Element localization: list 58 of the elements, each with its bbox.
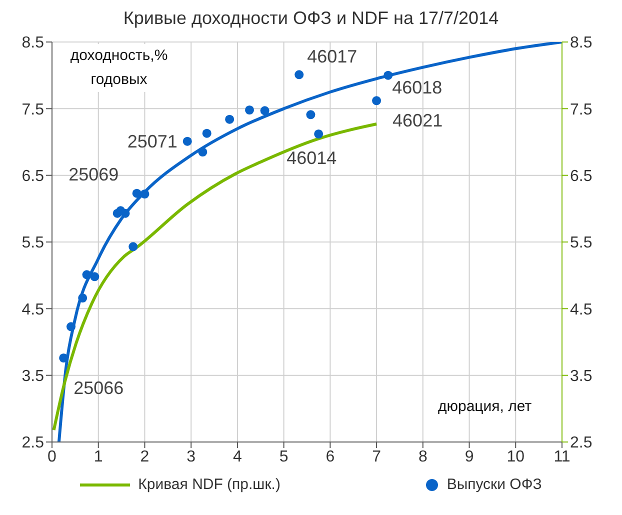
y2-tick-label: 2.5 (570, 434, 592, 452)
legend-label: Кривая NDF (пр.шк.) (138, 476, 280, 493)
point (182, 136, 192, 146)
y-axis-title: доходность,% годовых (64, 44, 174, 92)
x-tick-label: 2 (140, 448, 150, 466)
y2-tick-label: 8.5 (570, 34, 592, 52)
annotation: 25071 (127, 131, 178, 152)
point (314, 129, 324, 139)
point (260, 106, 270, 116)
point (132, 188, 142, 198)
x-tick-label: 1 (94, 448, 103, 466)
x-tick-label: 0 (48, 448, 57, 466)
point (384, 70, 393, 80)
x-tick-label: 5 (279, 448, 288, 466)
point (66, 322, 76, 332)
point (198, 147, 208, 157)
point (225, 114, 234, 124)
annotation: 46018 (392, 77, 442, 98)
legend-label: Выпуски ОФЗ (446, 476, 542, 493)
point (78, 293, 88, 303)
chart-title: Кривые доходности ОФЗ и NDF на 17/7/2014 (122, 8, 500, 30)
y-tick-label: 8.5 (22, 34, 44, 52)
point (120, 208, 130, 218)
annotation: 25069 (68, 164, 119, 185)
point (202, 128, 212, 138)
y-tick-label: 7.5 (22, 101, 44, 118)
line-series (52, 122, 378, 432)
point (128, 242, 138, 252)
x-tick-label: 7 (372, 448, 382, 466)
point (306, 110, 316, 120)
x-axis-title: дюрация, лет (438, 398, 532, 415)
point (90, 272, 100, 282)
point (82, 270, 92, 280)
x-tick-label: 9 (464, 448, 474, 466)
y-tick-label: 5.5 (22, 234, 44, 252)
x-tick-label: 3 (186, 448, 196, 466)
annotation: 25066 (74, 378, 124, 398)
y2-tick-label: 7.5 (570, 101, 592, 118)
point (372, 96, 382, 106)
x-tick-label: 4 (233, 448, 242, 466)
x-tick-label: 11 (554, 448, 570, 466)
y2-tick-label: 5.5 (570, 234, 592, 252)
y2-tick-label: 4.5 (570, 301, 592, 318)
annotation: 46021 (392, 110, 443, 131)
x-tick-label: 6 (326, 448, 335, 466)
point (294, 70, 304, 80)
y-tick-label: 2.5 (22, 434, 44, 452)
y2-tick-label: 3.5 (570, 368, 592, 386)
x-tick-label: 8 (418, 448, 428, 466)
x-tick-label: 10 (506, 448, 525, 466)
point (244, 105, 254, 115)
y-tick-label: 4.5 (22, 301, 44, 318)
y2-tick-label: 6.5 (570, 168, 592, 186)
y-tick-label: 3.5 (22, 368, 44, 386)
annotation: 46017 (307, 46, 358, 67)
annotation: 46014 (286, 148, 337, 168)
y-tick-label: 6.5 (22, 168, 44, 186)
point (140, 189, 150, 199)
